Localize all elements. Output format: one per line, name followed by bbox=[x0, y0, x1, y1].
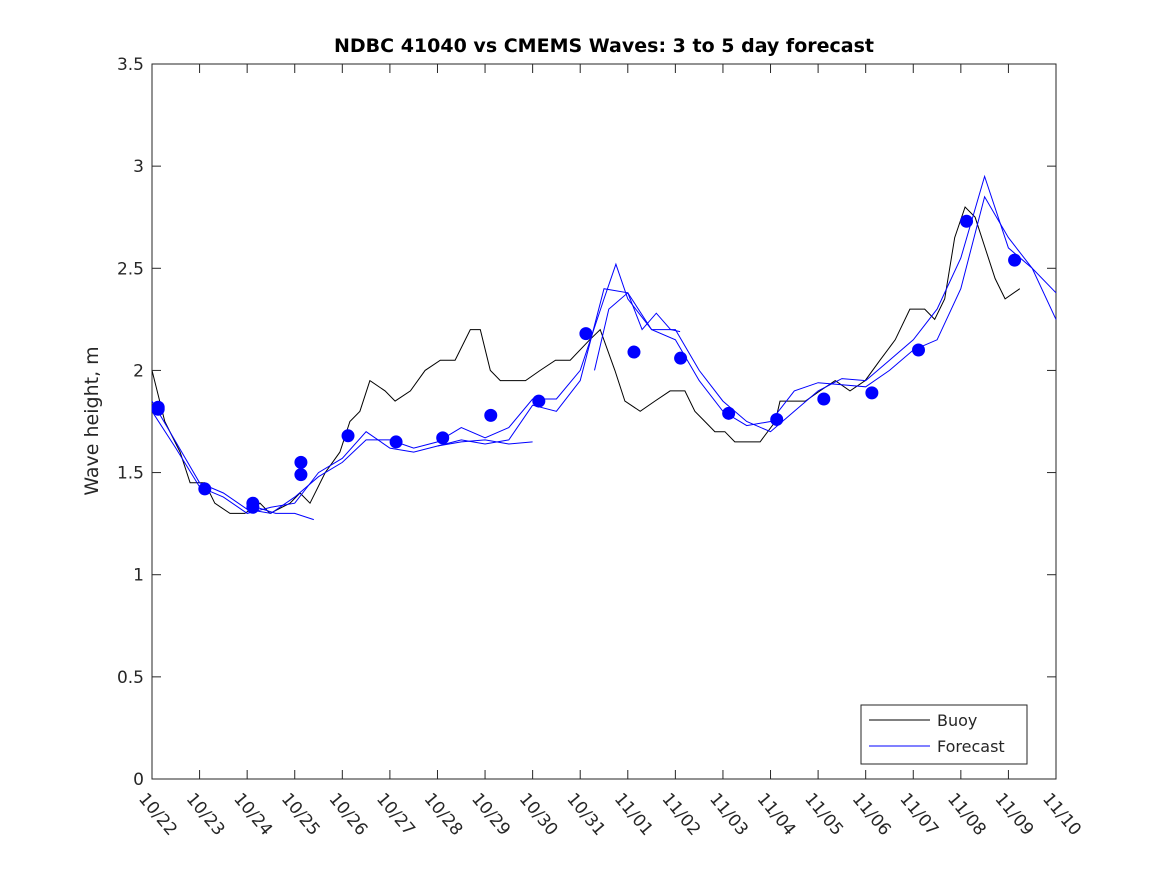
forecast-point bbox=[911, 343, 925, 357]
x-tick-label: 11/01 bbox=[610, 789, 657, 839]
forecast-point bbox=[674, 351, 688, 365]
buoy-line bbox=[151, 206, 1021, 515]
y-tick-label: 1 bbox=[133, 566, 144, 586]
forecast-point bbox=[484, 408, 498, 422]
x-tick-label: 10/25 bbox=[277, 789, 324, 839]
x-tick-label: 11/07 bbox=[895, 789, 942, 839]
forecast-point bbox=[436, 431, 450, 445]
forecast-point bbox=[532, 394, 546, 408]
legend: Buoy Forecast bbox=[860, 704, 1028, 765]
legend-buoy-label: Buoy bbox=[937, 711, 977, 730]
chart-title: NDBC 41040 vs CMEMS Waves: 3 to 5 day fo… bbox=[334, 35, 874, 57]
forecast-point bbox=[294, 468, 308, 482]
x-tick-label: 11/05 bbox=[800, 789, 847, 839]
y-tick-label: 3.5 bbox=[117, 55, 144, 75]
forecast-point bbox=[294, 455, 308, 469]
forecast-point bbox=[722, 406, 736, 420]
forecast-point bbox=[579, 327, 593, 341]
x-tick-label: 11/09 bbox=[991, 789, 1038, 839]
x-tick-label: 11/02 bbox=[658, 789, 705, 839]
x-tick-label: 11/10 bbox=[1038, 789, 1085, 839]
forecast-point bbox=[341, 429, 355, 443]
plot-area bbox=[151, 63, 1057, 780]
y-axis-label: Wave height, m bbox=[81, 346, 103, 495]
x-tick-label: 10/27 bbox=[372, 789, 419, 839]
x-tick-label: 10/22 bbox=[134, 789, 181, 839]
x-tick-label: 10/29 bbox=[467, 789, 514, 839]
forecast-point bbox=[865, 386, 879, 400]
forecast-point bbox=[151, 402, 165, 416]
x-tick-label: 10/26 bbox=[324, 789, 371, 839]
forecast-point bbox=[627, 345, 641, 359]
x-tick-label: 10/28 bbox=[420, 789, 467, 839]
points-layer bbox=[151, 214, 1022, 514]
x-tick-label: 11/08 bbox=[943, 789, 990, 839]
forecast-point bbox=[960, 214, 974, 228]
x-tick-label: 11/03 bbox=[705, 789, 752, 839]
forecast-point bbox=[389, 435, 403, 449]
series-layer bbox=[151, 174, 1057, 521]
forecast-line bbox=[256, 291, 681, 521]
x-tick-label: 10/24 bbox=[229, 789, 276, 839]
forecast-point bbox=[770, 412, 784, 426]
x-tick-label: 11/06 bbox=[848, 789, 895, 839]
forecast-point bbox=[246, 500, 260, 514]
x-tick-label: 10/30 bbox=[515, 789, 562, 839]
forecast-line bbox=[151, 174, 1057, 514]
y-tick-label: 3 bbox=[133, 157, 144, 177]
forecast-point bbox=[1008, 253, 1022, 267]
y-tick-label: 2.5 bbox=[117, 259, 144, 279]
legend-box bbox=[860, 704, 1028, 765]
forecast-point bbox=[198, 482, 212, 496]
y-tick-label: 1.5 bbox=[117, 464, 144, 484]
legend-forecast-label: Forecast bbox=[937, 737, 1005, 756]
forecast-line bbox=[151, 195, 1057, 514]
x-tick-label: 10/23 bbox=[182, 789, 229, 839]
forecast-point bbox=[817, 392, 831, 406]
y-tick-label: 2 bbox=[133, 361, 144, 381]
y-tick-label: 0 bbox=[133, 770, 144, 790]
x-tick-label: 11/04 bbox=[753, 789, 800, 839]
y-tick-label: 0.5 bbox=[117, 668, 144, 688]
x-tick-label: 10/31 bbox=[562, 789, 609, 839]
